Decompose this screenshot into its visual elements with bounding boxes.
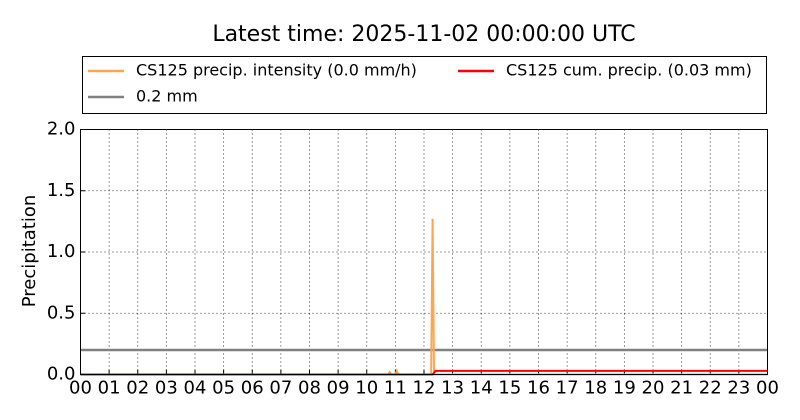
x-tick-label: 22 (699, 378, 722, 399)
x-tick-label: 14 (470, 378, 493, 399)
x-tick-label: 23 (727, 378, 750, 399)
x-tick-label: 00 (756, 378, 779, 399)
x-tick-label: 01 (98, 378, 121, 399)
x-tick-label: 21 (670, 378, 693, 399)
x-tick-label: 20 (642, 378, 665, 399)
x-tick-label: 04 (184, 378, 207, 399)
x-tick-label: 11 (384, 378, 407, 399)
x-tick-label: 10 (355, 378, 378, 399)
x-tick-label: 05 (212, 378, 235, 399)
x-tick-label: 02 (126, 378, 149, 399)
legend-label: CS125 cum. precip. (0.03 mm) (506, 61, 752, 80)
legend-label: CS125 precip. intensity (0.0 mm/h) (136, 61, 417, 80)
y-tick-label: 0.0 (47, 364, 76, 385)
x-tick-label: 00 (69, 378, 92, 399)
x-tick-label: 17 (556, 378, 579, 399)
x-tick-label: 12 (413, 378, 436, 399)
chart-title: Latest time: 2025-11-02 00:00:00 UTC (212, 22, 635, 47)
x-tick-label: 13 (441, 378, 464, 399)
y-tick-label: 1.0 (47, 241, 76, 262)
y-tick-label: 0.5 (47, 302, 76, 323)
x-tick-label: 15 (498, 378, 521, 399)
x-tick-label: 06 (241, 378, 264, 399)
x-tick-label: 03 (155, 378, 178, 399)
x-tick-label: 07 (269, 378, 292, 399)
x-tick-label: 09 (327, 378, 350, 399)
y-tick-label: 1.5 (47, 180, 76, 201)
x-tick-label: 18 (584, 378, 607, 399)
x-tick-label: 16 (527, 378, 550, 399)
y-tick-label: 2.0 (47, 119, 76, 140)
plot-frame (80, 129, 768, 375)
x-tick-label: 08 (298, 378, 321, 399)
y-axis-label: Precipitation (19, 195, 40, 308)
legend (82, 56, 767, 114)
data-line (80, 218, 768, 376)
legend-label: 0.2 mm (136, 87, 198, 106)
x-tick-label: 19 (613, 378, 636, 399)
